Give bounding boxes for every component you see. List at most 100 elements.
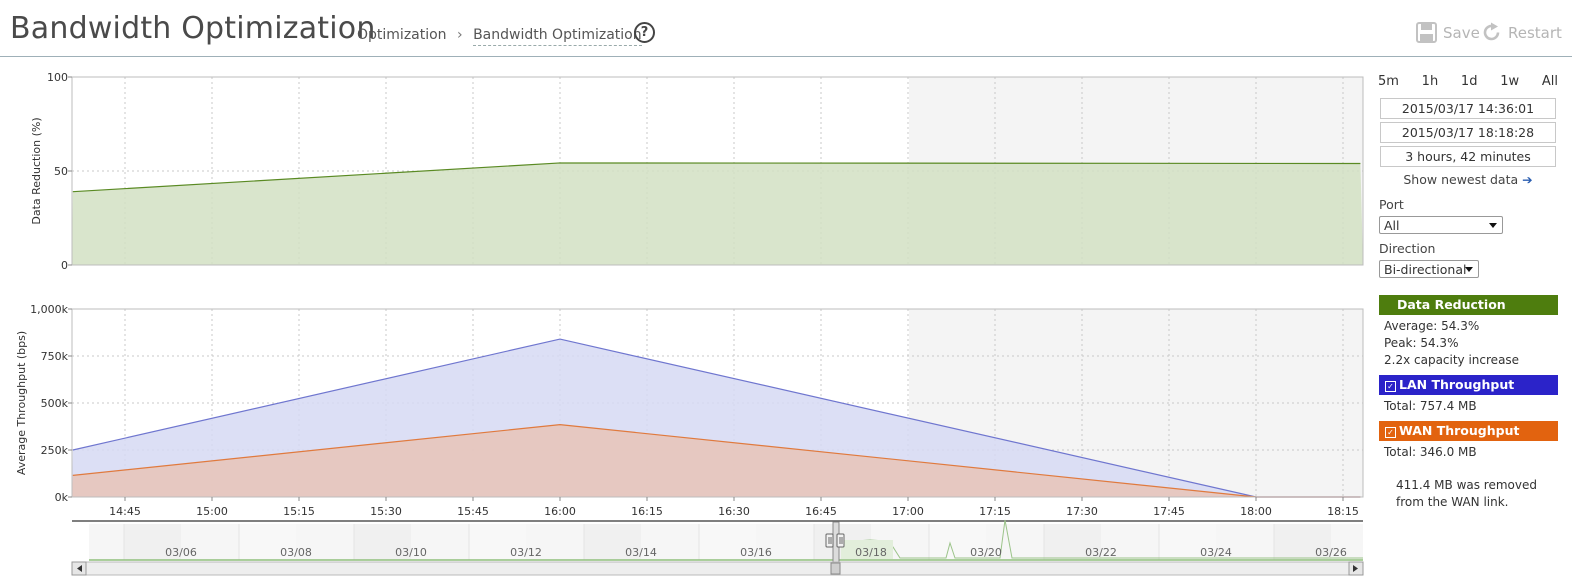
- navigator-band: [1274, 524, 1331, 560]
- wan-checkbox[interactable]: ✓: [1385, 427, 1396, 438]
- range-5m-button[interactable]: 5m: [1378, 74, 1399, 89]
- legend-lan-title: LAN Throughput: [1399, 377, 1515, 392]
- x-tick-label: 16:45: [805, 505, 837, 518]
- throughput-chart: 0k 250k 500k 750k 1,000k 14:45 15:00 15:15 15:3…: [15, 303, 1364, 518]
- x-tick-label: 17:45: [1153, 505, 1185, 518]
- scroll-left-button[interactable]: [71, 561, 87, 576]
- range-1d-button[interactable]: 1d: [1460, 74, 1478, 89]
- scrollbar-thumb[interactable]: [830, 562, 841, 575]
- navigator-tick-label: 03/22: [1085, 546, 1117, 559]
- port-label: Port: [1379, 197, 1404, 212]
- x-tick-label: 17:15: [979, 505, 1011, 518]
- navigator-tick-label: 03/26: [1315, 546, 1347, 559]
- removed-note: 411.4 MB was removed from the WAN link.: [1396, 478, 1537, 509]
- time-navigator[interactable]: 03/06 03/08 03/10 03/12 03/14 03/16 03/18 03/20…: [71, 519, 1364, 576]
- x-tick-label: 17:00: [892, 505, 924, 518]
- legend-lan-throughput[interactable]: ✓ LAN Throughput: [1379, 375, 1558, 395]
- range-all-button[interactable]: All: [1541, 74, 1558, 89]
- navigator-band: [1044, 524, 1101, 560]
- navigator-sparkline-fill: [841, 540, 893, 559]
- direction-label: Direction: [1379, 241, 1436, 256]
- navigator-tick-label: 03/14: [625, 546, 657, 559]
- x-tick-label: 18:00: [1240, 505, 1272, 518]
- data-reduction-capacity: 2.2x capacity increase: [1384, 353, 1520, 367]
- bottom-ylabel: Average Throughput (bps): [15, 331, 28, 475]
- navigator-band: [354, 524, 411, 560]
- data-reduction-line: [72, 162, 1361, 193]
- breadcrumb-bandwidth-optimization[interactable]: Bandwidth Optimization: [473, 27, 642, 46]
- show-newest-label: Show newest data: [1403, 172, 1519, 187]
- page-title: Bandwidth Optimization: [10, 11, 376, 46]
- navigator-band: [699, 524, 756, 560]
- y-tick-label: 0: [61, 259, 68, 272]
- range-1w-button[interactable]: 1w: [1500, 74, 1520, 89]
- end-time-field[interactable]: 2015/03/17 18:18:28: [1380, 122, 1556, 143]
- data-reduction-average: Average: 54.3%: [1384, 319, 1480, 333]
- navigator-tick-label: 03/08: [280, 546, 312, 559]
- restart-label: Restart: [1508, 23, 1562, 42]
- breadcrumb: Optimization › Bandwidth Optimization: [357, 27, 642, 46]
- navigator-band: [1159, 524, 1216, 560]
- page-header: Bandwidth Optimization Optimization › Ba…: [0, 0, 1572, 57]
- chevron-left-icon: [77, 565, 82, 572]
- y-tick-label: 0k: [55, 491, 69, 504]
- data-reduction-area: [72, 162, 1363, 265]
- start-time-field[interactable]: 2015/03/17 14:36:01: [1380, 98, 1556, 119]
- show-newest-link[interactable]: Show newest data ➔: [1378, 172, 1558, 187]
- navigator-band: [239, 524, 296, 560]
- navigator-handle-left[interactable]: [825, 533, 834, 548]
- bottom-xticks: 14:45 15:00 15:15 15:30 15:45 16:00 16:15 16:30…: [109, 497, 1359, 518]
- y-tick-label: 100: [47, 71, 68, 84]
- save-button[interactable]: Save: [1416, 22, 1480, 43]
- legend-wan-throughput[interactable]: ✓ WAN Throughput: [1379, 421, 1558, 441]
- navigator-tick-label: 03/24: [1200, 546, 1232, 559]
- breadcrumb-separator: ›: [457, 27, 463, 43]
- save-label: Save: [1443, 23, 1480, 42]
- duration-field: 3 hours, 42 minutes: [1380, 146, 1556, 167]
- x-tick-label: 15:00: [196, 505, 228, 518]
- x-tick-label: 15:15: [283, 505, 315, 518]
- charts-canvas: 0 50 100 Data Reduction (%) 0k 250k 500k 750k…: [15, 71, 1364, 576]
- lan-total: Total: 757.4 MB: [1384, 399, 1477, 413]
- port-select-value: All: [1384, 218, 1400, 233]
- y-tick-label: 50: [54, 165, 68, 178]
- chevron-down-icon: [1465, 267, 1473, 272]
- chevron-down-icon: [1489, 223, 1497, 228]
- navigator-tick-label: 03/18: [855, 546, 887, 559]
- x-tick-label: 14:45: [109, 505, 141, 518]
- direction-select[interactable]: Bi-directional: [1379, 260, 1479, 278]
- x-tick-label: 18:15: [1327, 505, 1359, 518]
- x-tick-label: 15:45: [457, 505, 489, 518]
- top-ylabel: Data Reduction (%): [30, 117, 43, 224]
- wan-total: Total: 346.0 MB: [1384, 445, 1477, 459]
- help-icon[interactable]: ?: [634, 22, 655, 43]
- navigator-tick-label: 03/12: [510, 546, 542, 559]
- navigator-xticks: 03/06 03/08 03/10 03/12 03/14 03/16 03/18 03/20…: [165, 546, 1347, 559]
- legend-data-reduction: Data Reduction: [1379, 295, 1558, 315]
- scroll-right-button[interactable]: [1348, 561, 1364, 576]
- restart-button[interactable]: Restart: [1481, 22, 1562, 43]
- x-tick-label: 17:30: [1066, 505, 1098, 518]
- restart-icon: [1483, 22, 1500, 41]
- top-yticks: 0 50 100: [47, 71, 72, 272]
- port-select[interactable]: All: [1379, 216, 1503, 234]
- navigator-handle-right[interactable]: [836, 533, 845, 548]
- bottom-yticks: 0k 250k 500k 750k 1,000k: [30, 303, 72, 504]
- y-tick-label: 250k: [41, 444, 69, 457]
- x-tick-label: 16:00: [544, 505, 576, 518]
- lan-checkbox[interactable]: ✓: [1385, 381, 1396, 392]
- navigator-tick-label: 03/06: [165, 546, 197, 559]
- y-tick-label: 500k: [41, 397, 69, 410]
- x-tick-label: 15:30: [370, 505, 402, 518]
- navigator-tick-label: 03/10: [395, 546, 427, 559]
- y-tick-label: 750k: [41, 350, 69, 363]
- navigator-band: [584, 524, 641, 560]
- breadcrumb-optimization[interactable]: Optimization: [357, 27, 447, 43]
- range-1h-button[interactable]: 1h: [1421, 74, 1439, 89]
- navigator-scrollbar[interactable]: [71, 561, 1364, 576]
- navigator-band: [929, 524, 986, 560]
- y-tick-label: 1,000k: [30, 303, 68, 316]
- legend-wan-title: WAN Throughput: [1399, 423, 1520, 438]
- x-tick-label: 16:15: [631, 505, 663, 518]
- chevron-right-icon: [1353, 565, 1358, 572]
